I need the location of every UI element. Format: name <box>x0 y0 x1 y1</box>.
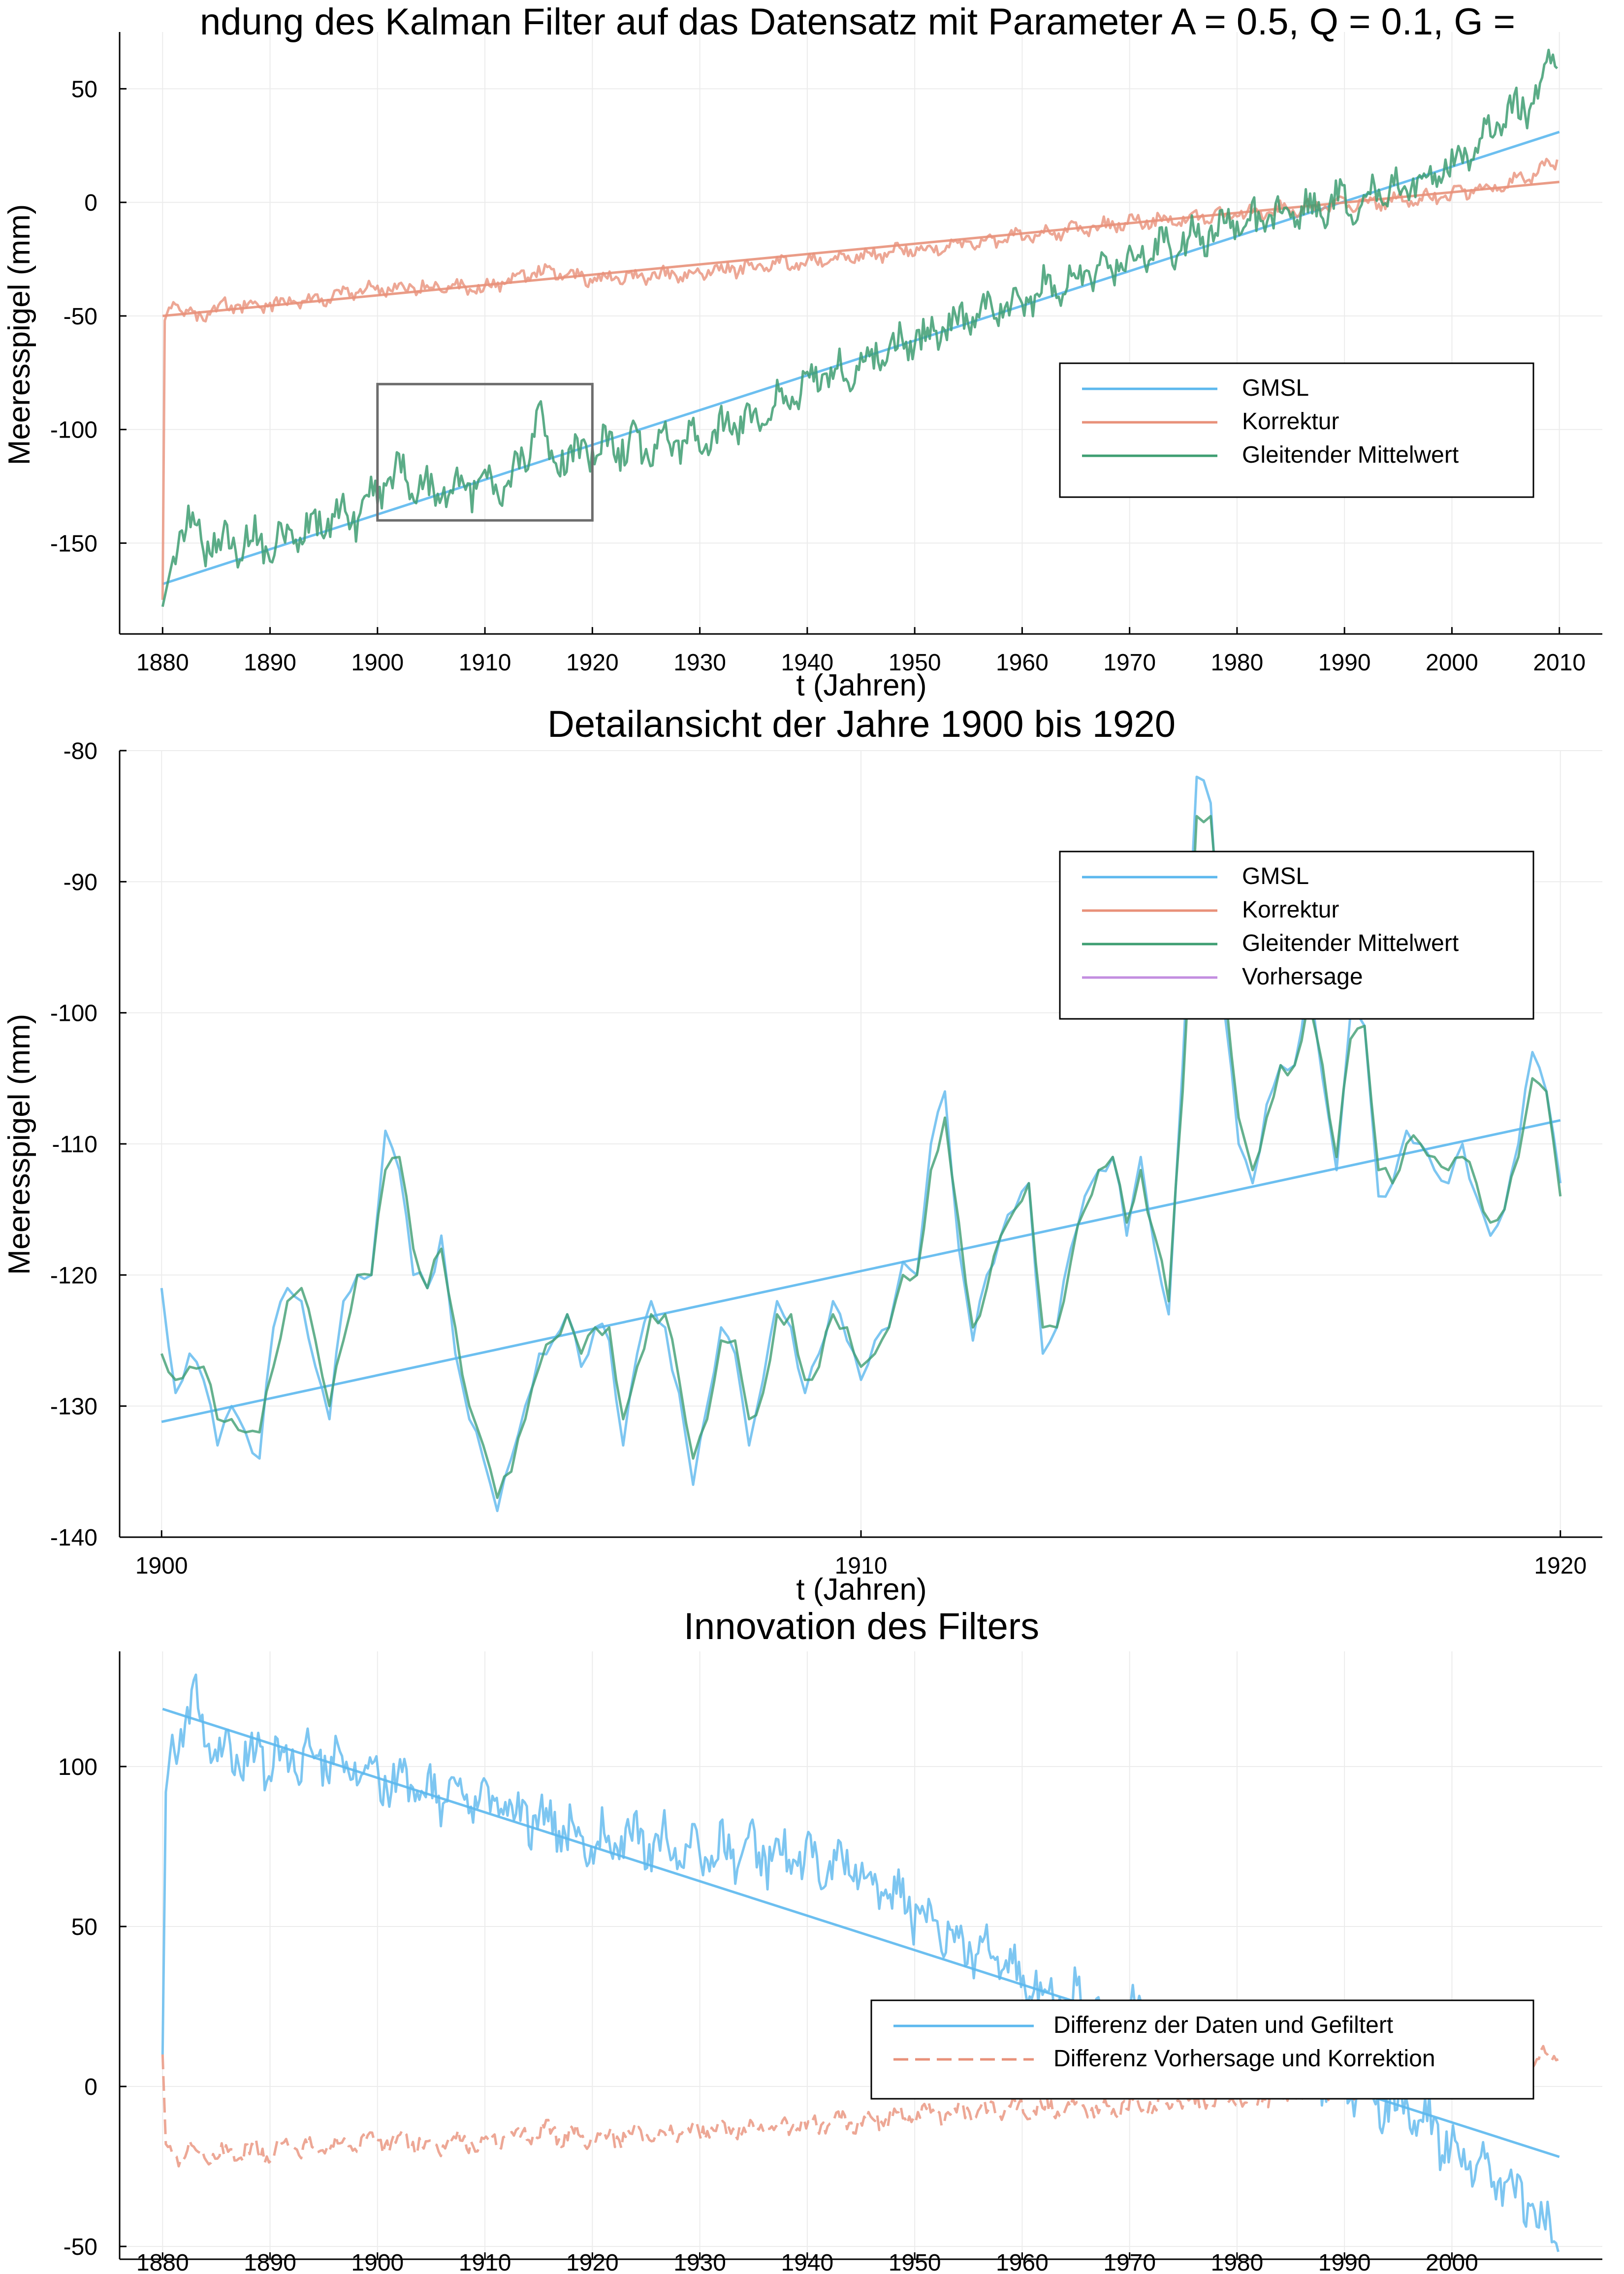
legend-label: Differenz Vorhersage und Korrektion <box>1053 2046 1435 2072</box>
legend-label: Vorhersage <box>1242 964 1363 990</box>
x-tick-label: 1890 <box>244 2250 296 2274</box>
y-tick-label: -100 <box>50 1001 97 1027</box>
y-tick-label: -50 <box>64 304 97 330</box>
series-line-trend <box>161 1119 1561 1423</box>
x-tick-label: 1970 <box>1103 2250 1156 2274</box>
x-tick-label: 1940 <box>781 650 833 676</box>
y-axis-label: Meeresspigel (mm) <box>2 1014 36 1275</box>
legend-box <box>1059 362 1534 498</box>
chart-detail: 1900 1910 1920 -140 -130 -120 -110 -100 -90 -80 De… <box>2 703 1602 1607</box>
plot-area <box>160 775 1562 1513</box>
x-tick-label: 1930 <box>673 2250 726 2274</box>
y-tick-label: -150 <box>50 531 97 557</box>
x-tick-label: 1950 <box>889 650 941 676</box>
detail-range-box <box>376 382 594 522</box>
x-tick-label: 1940 <box>781 2250 833 2274</box>
x-axis-label: t (Jahren) <box>796 1573 926 1607</box>
x-tick-label: 1980 <box>1211 650 1264 676</box>
y-tick-label: 50 <box>71 1914 97 1940</box>
chart-title: ndung des Kalman Filter auf das Datensat… <box>200 1 1515 43</box>
x-tick-label: 1900 <box>351 650 404 676</box>
x-tick-label: 1960 <box>996 650 1049 676</box>
x-tick-label: 1920 <box>1534 1553 1587 1579</box>
plot-area <box>161 48 1560 607</box>
series-line-green <box>161 48 1559 607</box>
x-tick-label: 1910 <box>459 2250 511 2274</box>
y-tick-label: -140 <box>50 1525 97 1551</box>
legend-label: Korrektur <box>1242 409 1339 435</box>
y-tick-label: 0 <box>84 2074 97 2100</box>
legend-label: Gleitender Mittelwert <box>1242 442 1459 468</box>
x-tick-label: 2000 <box>1426 650 1478 676</box>
chart-innovation: 1880 1890 1900 1910 1920 1930 1940 1950 1960 1970… <box>58 1606 1602 2274</box>
x-tick-label: 1920 <box>566 2250 619 2274</box>
y-axis-label: Meeresspigel (mm) <box>2 204 36 466</box>
series-line-green <box>160 815 1562 1499</box>
y-tick-label: -130 <box>50 1394 97 1420</box>
x-tick-label: 1930 <box>673 650 726 676</box>
legend-label: Gleitender Mittelwert <box>1242 930 1459 956</box>
x-tick-label: 1890 <box>244 650 296 676</box>
legend-label: Differenz der Daten und Gefiltert <box>1053 2012 1393 2038</box>
chart-title: Innovation des Filters <box>684 1606 1039 1647</box>
y-tick-label: 100 <box>58 1754 97 1780</box>
legend-box <box>870 1999 1534 2100</box>
legend-label: GMSL <box>1242 863 1309 889</box>
x-tick-label: 2010 <box>1533 650 1586 676</box>
y-tick-label: -100 <box>50 417 97 443</box>
x-tick-label: 1990 <box>1318 650 1371 676</box>
x-tick-label: 1880 <box>136 2250 189 2274</box>
x-tick-label: 1880 <box>136 650 189 676</box>
x-tick-label: 1980 <box>1211 2250 1264 2274</box>
x-tick-label: 2000 <box>1426 2250 1478 2274</box>
legend-box <box>1059 851 1534 1020</box>
x-tick-label: 1910 <box>835 1553 888 1579</box>
y-tick-label: -80 <box>64 738 97 764</box>
x-tick-label: 1970 <box>1103 650 1156 676</box>
x-tick-label: 1990 <box>1318 2250 1371 2274</box>
x-axis-label: t (Jahren) <box>796 668 926 702</box>
series-line-trend <box>162 181 1560 317</box>
y-tick-label: -50 <box>64 2234 97 2260</box>
legend-label: GMSL <box>1242 375 1309 401</box>
y-tick-label: -110 <box>52 1132 97 1158</box>
chart-title: Detailansicht der Jahre 1900 bis 1920 <box>547 703 1176 745</box>
x-tick-label: 1900 <box>351 2250 404 2274</box>
chart-top: 1880 1890 1900 1910 1920 1930 1940 1950 1960 1970… <box>2 1 1602 702</box>
x-tick-label: 1900 <box>135 1553 188 1579</box>
y-tick-label: -120 <box>50 1263 97 1289</box>
x-tick-label: 1950 <box>889 2250 941 2274</box>
series-line-orange <box>161 158 1559 600</box>
x-tick-label: 1910 <box>459 650 511 676</box>
x-tick-label: 1960 <box>996 2250 1049 2274</box>
x-tick-label: 1920 <box>566 650 619 676</box>
y-tick-label: 50 <box>71 76 97 102</box>
y-tick-label: -90 <box>64 869 97 895</box>
legend-label: Korrektur <box>1242 897 1339 923</box>
y-tick-label: 0 <box>84 190 97 216</box>
